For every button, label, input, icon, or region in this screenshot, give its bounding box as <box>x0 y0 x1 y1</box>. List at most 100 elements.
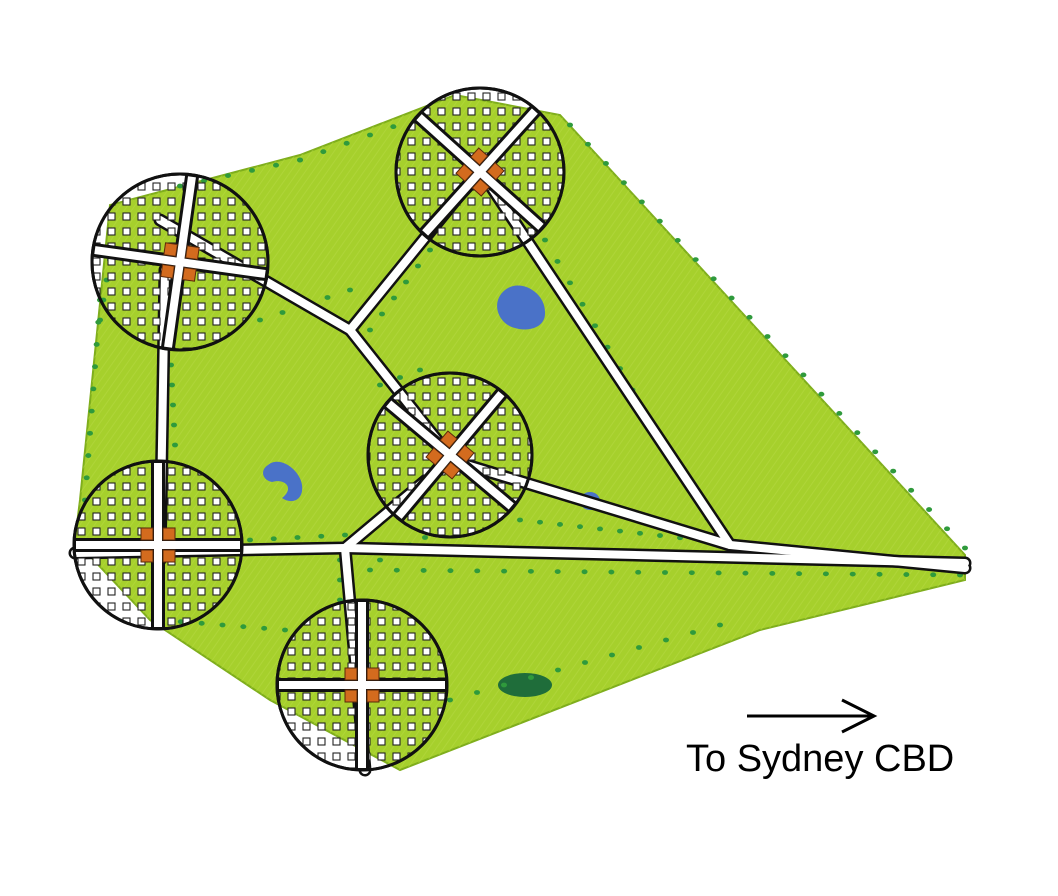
tree-dot <box>88 408 95 414</box>
tree-dot <box>247 537 253 543</box>
tree-dot <box>903 572 910 577</box>
tree-dot <box>320 149 327 155</box>
tree-dot <box>377 557 383 563</box>
tree-dot <box>367 327 373 333</box>
tree-dot <box>92 364 98 370</box>
tree-dot <box>662 570 668 575</box>
tree-dot <box>584 141 591 147</box>
tree-dot <box>415 263 421 269</box>
tree-dot <box>800 372 807 378</box>
tree-dot <box>377 382 383 388</box>
tree-dot <box>822 571 829 577</box>
tree-dot <box>390 124 397 130</box>
town-centre-building <box>439 430 458 449</box>
tree-dot <box>249 168 255 173</box>
town-centre-building <box>162 549 176 563</box>
town-centre-building <box>140 527 154 541</box>
tree-dot <box>294 535 301 540</box>
tree-dot <box>542 237 548 243</box>
tree-dot <box>617 528 623 534</box>
tree-dot <box>282 627 288 633</box>
tree-dot <box>728 295 735 301</box>
tree-dot <box>225 173 231 179</box>
lake-west <box>263 461 303 502</box>
tree-dot <box>342 532 348 538</box>
tree-dot <box>240 624 247 630</box>
tree-dot <box>90 386 97 392</box>
tree-dot <box>818 391 825 397</box>
tree-dot <box>555 667 561 673</box>
tree-dot <box>474 690 480 695</box>
tree-dot <box>567 122 573 128</box>
tree-dot <box>962 545 968 551</box>
town-outline <box>394 86 566 258</box>
town-centre-building <box>344 667 358 681</box>
tree-dot <box>172 442 178 448</box>
tree-dot <box>592 323 598 329</box>
town-centre-building <box>486 162 505 181</box>
tree-dot <box>257 317 263 323</box>
tree-dot <box>85 453 92 458</box>
tree-dot <box>279 310 286 315</box>
tree-dot <box>403 279 409 285</box>
town-5 <box>275 598 449 772</box>
tree-dot <box>602 161 609 166</box>
town-2 <box>394 86 566 258</box>
town-centre-building <box>455 163 474 182</box>
tree-dot <box>715 570 722 576</box>
tree-dot <box>926 507 933 512</box>
town-road <box>422 108 538 236</box>
town-centre-building <box>366 689 380 703</box>
town-outline <box>366 371 534 539</box>
tree-dot <box>637 530 643 536</box>
town-outline <box>275 598 449 772</box>
tree-dot <box>528 675 534 680</box>
tree-dot <box>717 622 723 628</box>
town-centre-building <box>366 667 380 681</box>
tree-dot <box>608 569 615 575</box>
tree-dot <box>83 475 90 481</box>
town-centre-building <box>425 447 444 466</box>
town-outline <box>90 172 270 352</box>
tree-dot <box>397 375 403 380</box>
town-centre-building <box>163 242 178 257</box>
tree-dot <box>422 535 428 540</box>
town-centre-building <box>456 444 475 463</box>
tree-dot <box>579 301 586 307</box>
tree-dot <box>872 449 879 455</box>
tree-dot <box>87 430 93 436</box>
tree-dot <box>198 620 205 626</box>
tree-dot <box>782 353 789 359</box>
tree-dot <box>171 422 177 428</box>
town-road <box>164 176 196 348</box>
tree-dot <box>93 342 100 347</box>
tree-dot <box>849 571 856 577</box>
tree-dot <box>501 568 508 574</box>
town-centre-building <box>140 549 154 563</box>
tree-dot <box>674 237 681 243</box>
town-centre-building <box>185 245 200 260</box>
direction-label: To Sydney CBD <box>686 738 955 780</box>
tree-dot <box>501 682 507 688</box>
tree-dot <box>447 568 454 574</box>
tree-dot <box>393 567 400 573</box>
tree-dot <box>554 259 561 264</box>
satellite-towns <box>72 86 566 772</box>
tree-dot <box>688 570 695 576</box>
tree-dot <box>517 517 523 523</box>
tree-dot <box>597 526 603 532</box>
tree-dot <box>347 287 353 293</box>
town-centre-building <box>471 178 490 197</box>
tree-dot <box>663 637 669 643</box>
tree-dot <box>324 295 331 300</box>
tree-dot <box>876 571 883 577</box>
tree-dot <box>609 652 615 658</box>
tree-dot <box>391 295 397 301</box>
town-centre-building <box>182 267 197 282</box>
town-centre-building <box>344 689 358 703</box>
tree-dot <box>796 571 803 577</box>
tree-dot <box>417 367 423 373</box>
tree-dot <box>638 199 645 205</box>
town-centre-building <box>160 264 175 279</box>
